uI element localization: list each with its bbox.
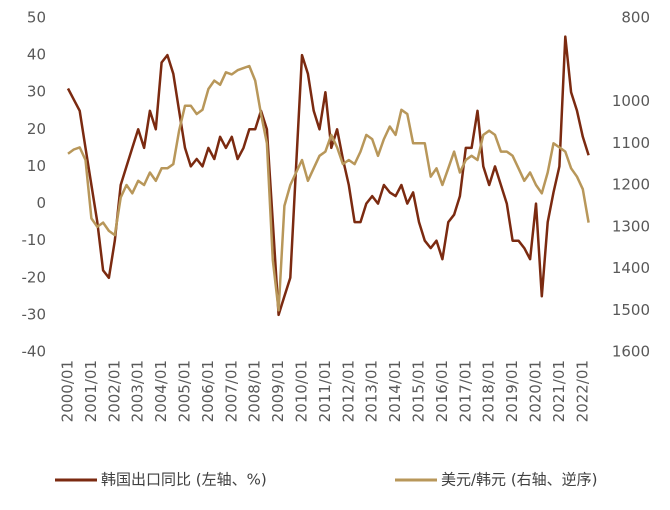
y-tick-label: 50: [27, 9, 46, 27]
series-line: [66, 35, 590, 317]
x-tick-label: 2008/01: [246, 360, 264, 422]
x-tick-label: 2002/01: [105, 360, 123, 422]
x-tick-label: 2006/01: [199, 360, 217, 422]
y-tick-label: 40: [27, 46, 46, 64]
x-tick-label: 2021/01: [550, 360, 568, 422]
y-tick-label: 10: [27, 157, 46, 175]
x-tick-label: 2000/01: [59, 360, 77, 422]
y2-tick-label: 800: [621, 9, 650, 27]
x-tick-label: 2016/01: [433, 360, 451, 422]
x-tick-label: 2014/01: [386, 360, 404, 422]
x-tick-label: 2004/01: [152, 360, 170, 422]
legend-label: 韩国出口同比 (左轴、%): [101, 471, 267, 489]
legend-label: 美元/韩元 (右轴、逆序): [441, 471, 598, 489]
y-tick-label: -30: [22, 305, 47, 323]
x-tick-label: 2011/01: [316, 360, 334, 422]
x-tick-label: 2015/01: [410, 360, 428, 422]
y2-tick-label: 1200: [612, 176, 650, 194]
y-tick-label: 30: [27, 83, 46, 101]
x-tick-label: 2013/01: [363, 360, 381, 422]
x-tick-label: 2020/01: [527, 360, 545, 422]
x-tick-label: 2019/01: [503, 360, 521, 422]
y-tick-label: -40: [22, 343, 47, 361]
x-tick-label: 2010/01: [293, 360, 311, 422]
y-tick-label: 0: [36, 194, 46, 212]
y2-tick-label: 1300: [612, 217, 650, 235]
y2-tick-label: 1600: [612, 343, 650, 361]
y2-tick-label: 1100: [612, 134, 650, 152]
x-tick-label: 2012/01: [339, 360, 357, 422]
x-tick-label: 2007/01: [222, 360, 240, 422]
y2-tick-label: 1000: [612, 92, 650, 110]
x-tick-label: 2005/01: [176, 360, 194, 422]
y-tick-label: -20: [22, 268, 47, 286]
y2-tick-label: 1400: [612, 259, 650, 277]
x-tick-label: 2022/01: [573, 360, 591, 422]
x-tick-label: 2018/01: [480, 360, 498, 422]
x-tick-label: 2003/01: [129, 360, 147, 422]
x-tick-label: 2001/01: [82, 360, 100, 422]
y2-tick-label: 1500: [612, 301, 650, 319]
y-tick-label: 20: [27, 120, 46, 138]
y-tick-label: -10: [22, 231, 47, 249]
x-tick-label: 2017/01: [456, 360, 474, 422]
x-tick-label: 2009/01: [269, 360, 287, 422]
series-line: [67, 64, 590, 312]
